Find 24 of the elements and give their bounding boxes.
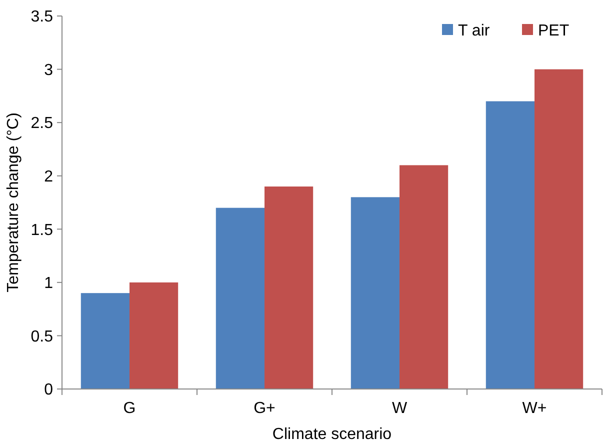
- bar: [80, 293, 130, 389]
- y-tick-label: 2: [44, 168, 54, 186]
- x-tick-label: W+: [522, 400, 547, 417]
- x-tick-label: G: [123, 400, 136, 417]
- y-tick-label: 3.5: [30, 8, 54, 26]
- x-tick-label: W: [392, 400, 408, 417]
- bar: [400, 165, 448, 389]
- x-tick-label: G+: [254, 400, 276, 417]
- y-tick-label: 0: [44, 382, 54, 399]
- y-tick-label: 3: [44, 62, 54, 79]
- bar: [130, 282, 178, 389]
- legend-label: PET: [538, 22, 570, 40]
- y-tick-label: 0.5: [30, 328, 54, 346]
- bar: [350, 197, 400, 389]
- y-axis-title: Temperature change (°C): [5, 112, 22, 292]
- y-tick-label: 2.5: [30, 115, 54, 132]
- x-axis-title: Climate scenario: [272, 426, 392, 443]
- bar: [486, 101, 534, 389]
- bar: [216, 208, 264, 389]
- bar: [264, 186, 314, 389]
- legend-label: T air: [458, 22, 490, 40]
- y-tick-label: 1.5: [30, 222, 54, 239]
- bar: [534, 69, 584, 389]
- y-tick-label: 1: [44, 275, 54, 292]
